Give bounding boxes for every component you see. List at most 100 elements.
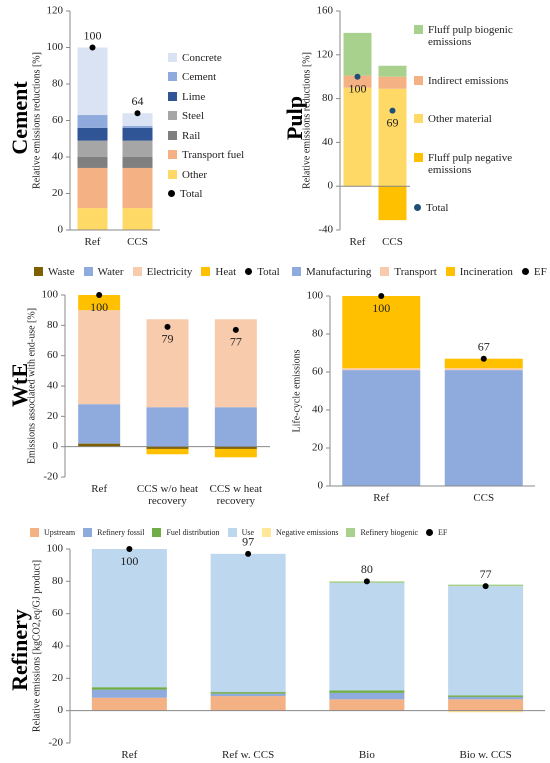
y-tick-label: 80 <box>322 92 334 104</box>
bar-segment <box>77 167 108 209</box>
legend-item: Rail <box>168 130 268 142</box>
legend-swatch <box>152 528 162 537</box>
legend-label: Waste <box>48 266 75 278</box>
legend-swatch <box>168 169 177 179</box>
legend-label: Water <box>97 266 124 278</box>
side-label: Refinery <box>7 609 32 691</box>
legend-item: Incineration <box>445 266 513 278</box>
legend-swatch <box>132 267 142 276</box>
total-marker <box>89 44 96 51</box>
y-tick-label: 0 <box>58 224 64 236</box>
bar-segment <box>448 586 524 696</box>
bar-segment <box>146 407 189 447</box>
legend-label: Indirect emissions <box>428 74 509 87</box>
bar-segment <box>122 125 153 128</box>
legend-item: Cement <box>168 71 268 83</box>
legend-label: Rail <box>182 129 201 142</box>
side-label: Cement <box>7 81 32 155</box>
total-marker <box>480 355 487 362</box>
y-tick-label: -40 <box>318 224 333 236</box>
legend-item: Total <box>414 202 534 214</box>
y-tick-label: 0 <box>318 480 324 492</box>
y-tick-label: 60 <box>312 366 324 378</box>
bar-segment <box>378 186 407 221</box>
legend-label: Other material <box>428 113 492 125</box>
bar-segment <box>448 710 524 713</box>
total-marker <box>134 110 141 117</box>
x-tick-label: CCS w heat recovery <box>209 483 263 507</box>
bar-segment <box>214 319 257 408</box>
bar-segment <box>78 404 121 444</box>
legend-swatch <box>168 91 177 101</box>
bar-segment <box>78 310 121 405</box>
x-tick-label: Ref <box>349 236 366 248</box>
data-label: 100 <box>349 81 367 95</box>
total-marker <box>232 326 239 333</box>
legend-swatch <box>227 528 237 537</box>
legend-label: Concrete <box>182 52 222 64</box>
x-tick-label: CCS <box>382 236 403 248</box>
legend-label: Electricity <box>146 266 193 278</box>
bar-segment <box>343 87 372 187</box>
legend-item: Other <box>168 169 268 181</box>
x-tick-label: Ref <box>91 483 108 495</box>
legend: Upstream Refinery fossil Fuel distribution… <box>30 527 545 539</box>
total-marker <box>96 292 103 298</box>
legend-label: Fuel distribution <box>166 528 220 537</box>
legend-item: Transport <box>380 266 437 278</box>
y-tick-label: 40 <box>52 640 64 652</box>
legend-item: Indirect emissions <box>414 75 534 87</box>
legend-label: Use <box>241 528 255 537</box>
legend-swatch <box>414 114 423 123</box>
bar-segment <box>122 127 153 141</box>
bar-segment <box>122 113 153 126</box>
legend-label: EF <box>533 266 547 278</box>
data-label: 100 <box>90 300 108 314</box>
x-tick-label: CCS w/o heat recovery <box>136 483 199 507</box>
legend-swatch <box>346 528 356 537</box>
legend-label: Transport fuel <box>182 149 245 162</box>
bar-segment <box>329 699 405 711</box>
legend-swatch <box>201 267 211 276</box>
bar-segment <box>146 446 189 449</box>
legend-swatch <box>380 267 390 276</box>
legend-label: Upstream <box>44 528 76 537</box>
bar-segment <box>343 75 372 88</box>
data-label: 100 <box>120 554 138 568</box>
legend-swatch <box>83 528 93 537</box>
legend-swatch <box>83 267 93 276</box>
y-tick-label: 40 <box>312 404 324 416</box>
legend-item: Water <box>83 266 124 278</box>
bar-segment <box>77 140 108 157</box>
bar-segment <box>78 443 121 447</box>
legend-swatch <box>168 130 177 140</box>
bar-segment <box>214 446 257 449</box>
y-tick-label: 0 <box>58 704 64 716</box>
bar-segment <box>77 47 108 116</box>
y-tick-label: 100 <box>47 41 64 53</box>
legend-label: Total <box>426 202 449 214</box>
bar-segment <box>214 407 257 447</box>
data-label: 97 <box>242 535 254 549</box>
legend-item: Electricity <box>132 266 193 278</box>
legend-item: Waste <box>34 266 75 278</box>
bar-segment <box>77 208 108 230</box>
legend-item: Use <box>227 527 255 539</box>
legend-item: Upstream <box>30 527 75 539</box>
legend-item: Fuel distribution <box>152 527 220 539</box>
y-tick-label: 100 <box>307 290 324 302</box>
bar-segment <box>342 370 421 486</box>
bar-segment <box>77 127 108 141</box>
bar-segment <box>91 689 167 698</box>
bar-segment <box>214 448 257 458</box>
bar-segment <box>329 690 405 693</box>
total-marker <box>482 583 489 590</box>
legend-item: Transport fuel <box>168 149 268 161</box>
total-marker <box>245 550 252 557</box>
legend-item: EF <box>426 527 447 539</box>
y-tick-label: 40 <box>322 136 334 148</box>
legend-label: Heat <box>215 266 237 278</box>
legend-swatch <box>30 528 39 537</box>
x-tick-label: Bio w. CCS <box>459 749 512 761</box>
